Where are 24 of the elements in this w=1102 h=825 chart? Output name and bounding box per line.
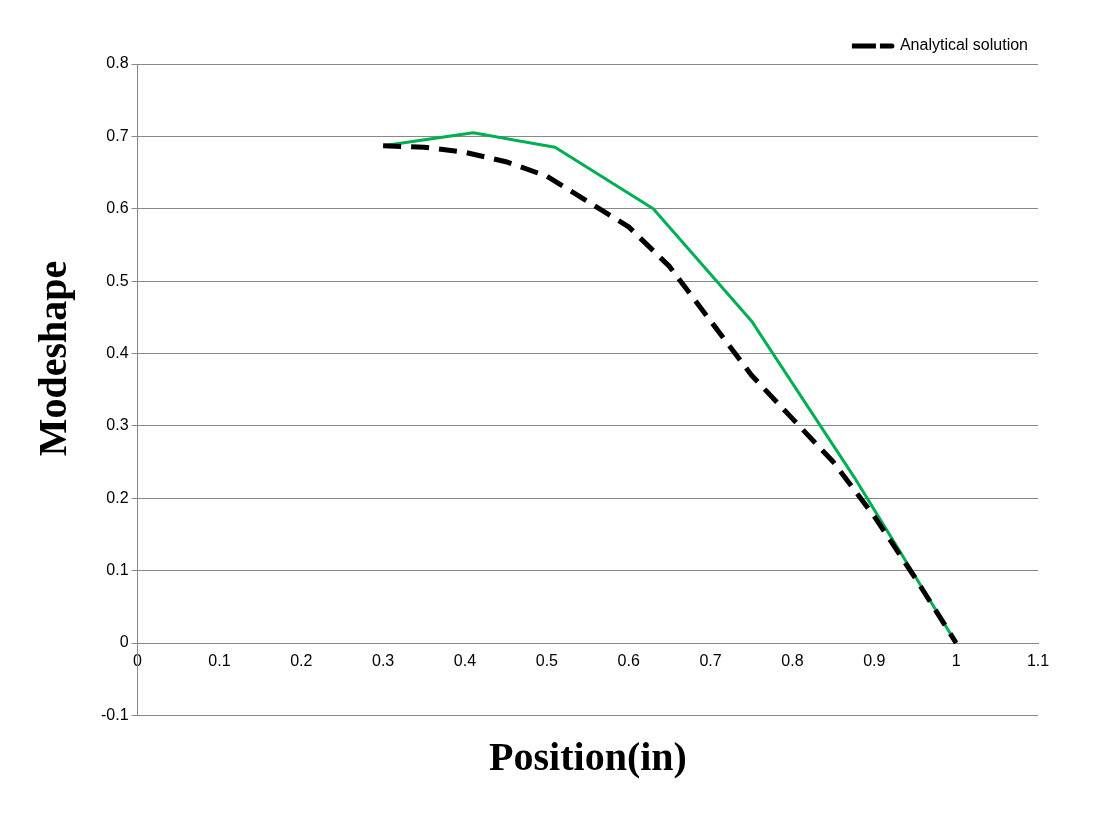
y-tick-label: 0 <box>119 633 129 651</box>
y-tick-label: -0.1 <box>100 705 129 723</box>
x-tick-label: 0.6 <box>617 652 640 670</box>
y-tick-label: 0.1 <box>106 561 129 579</box>
x-tick-label: 0.4 <box>453 652 477 670</box>
x-tick-label: 0.8 <box>781 652 804 670</box>
x-tick-label: 0.7 <box>699 652 722 670</box>
y-tick-label: 0.3 <box>106 416 129 434</box>
x-tick-label: 0.1 <box>208 652 231 670</box>
x-tick-label: 1 <box>951 652 961 670</box>
x-tick-label: 0.9 <box>863 652 886 670</box>
x-tick-label: 1.1 <box>1026 652 1050 670</box>
x-tick-label: 0.3 <box>372 652 395 670</box>
y-tick-label: 0.8 <box>106 54 129 72</box>
x-tick-label: 0.5 <box>535 652 559 670</box>
y-tick-label: 0.4 <box>106 343 129 361</box>
y-axis-title: Modeshape <box>29 260 77 456</box>
legend-label: Analytical solution <box>899 36 1029 54</box>
x-tick-label: 0.2 <box>290 652 313 670</box>
y-tick-label: 0.7 <box>106 126 129 144</box>
y-tick-label: 0.5 <box>106 271 129 289</box>
y-tick-label: 0.6 <box>106 199 129 217</box>
x-axis-title: Position(in) <box>488 733 688 780</box>
y-tick-label: 0.2 <box>106 488 129 506</box>
